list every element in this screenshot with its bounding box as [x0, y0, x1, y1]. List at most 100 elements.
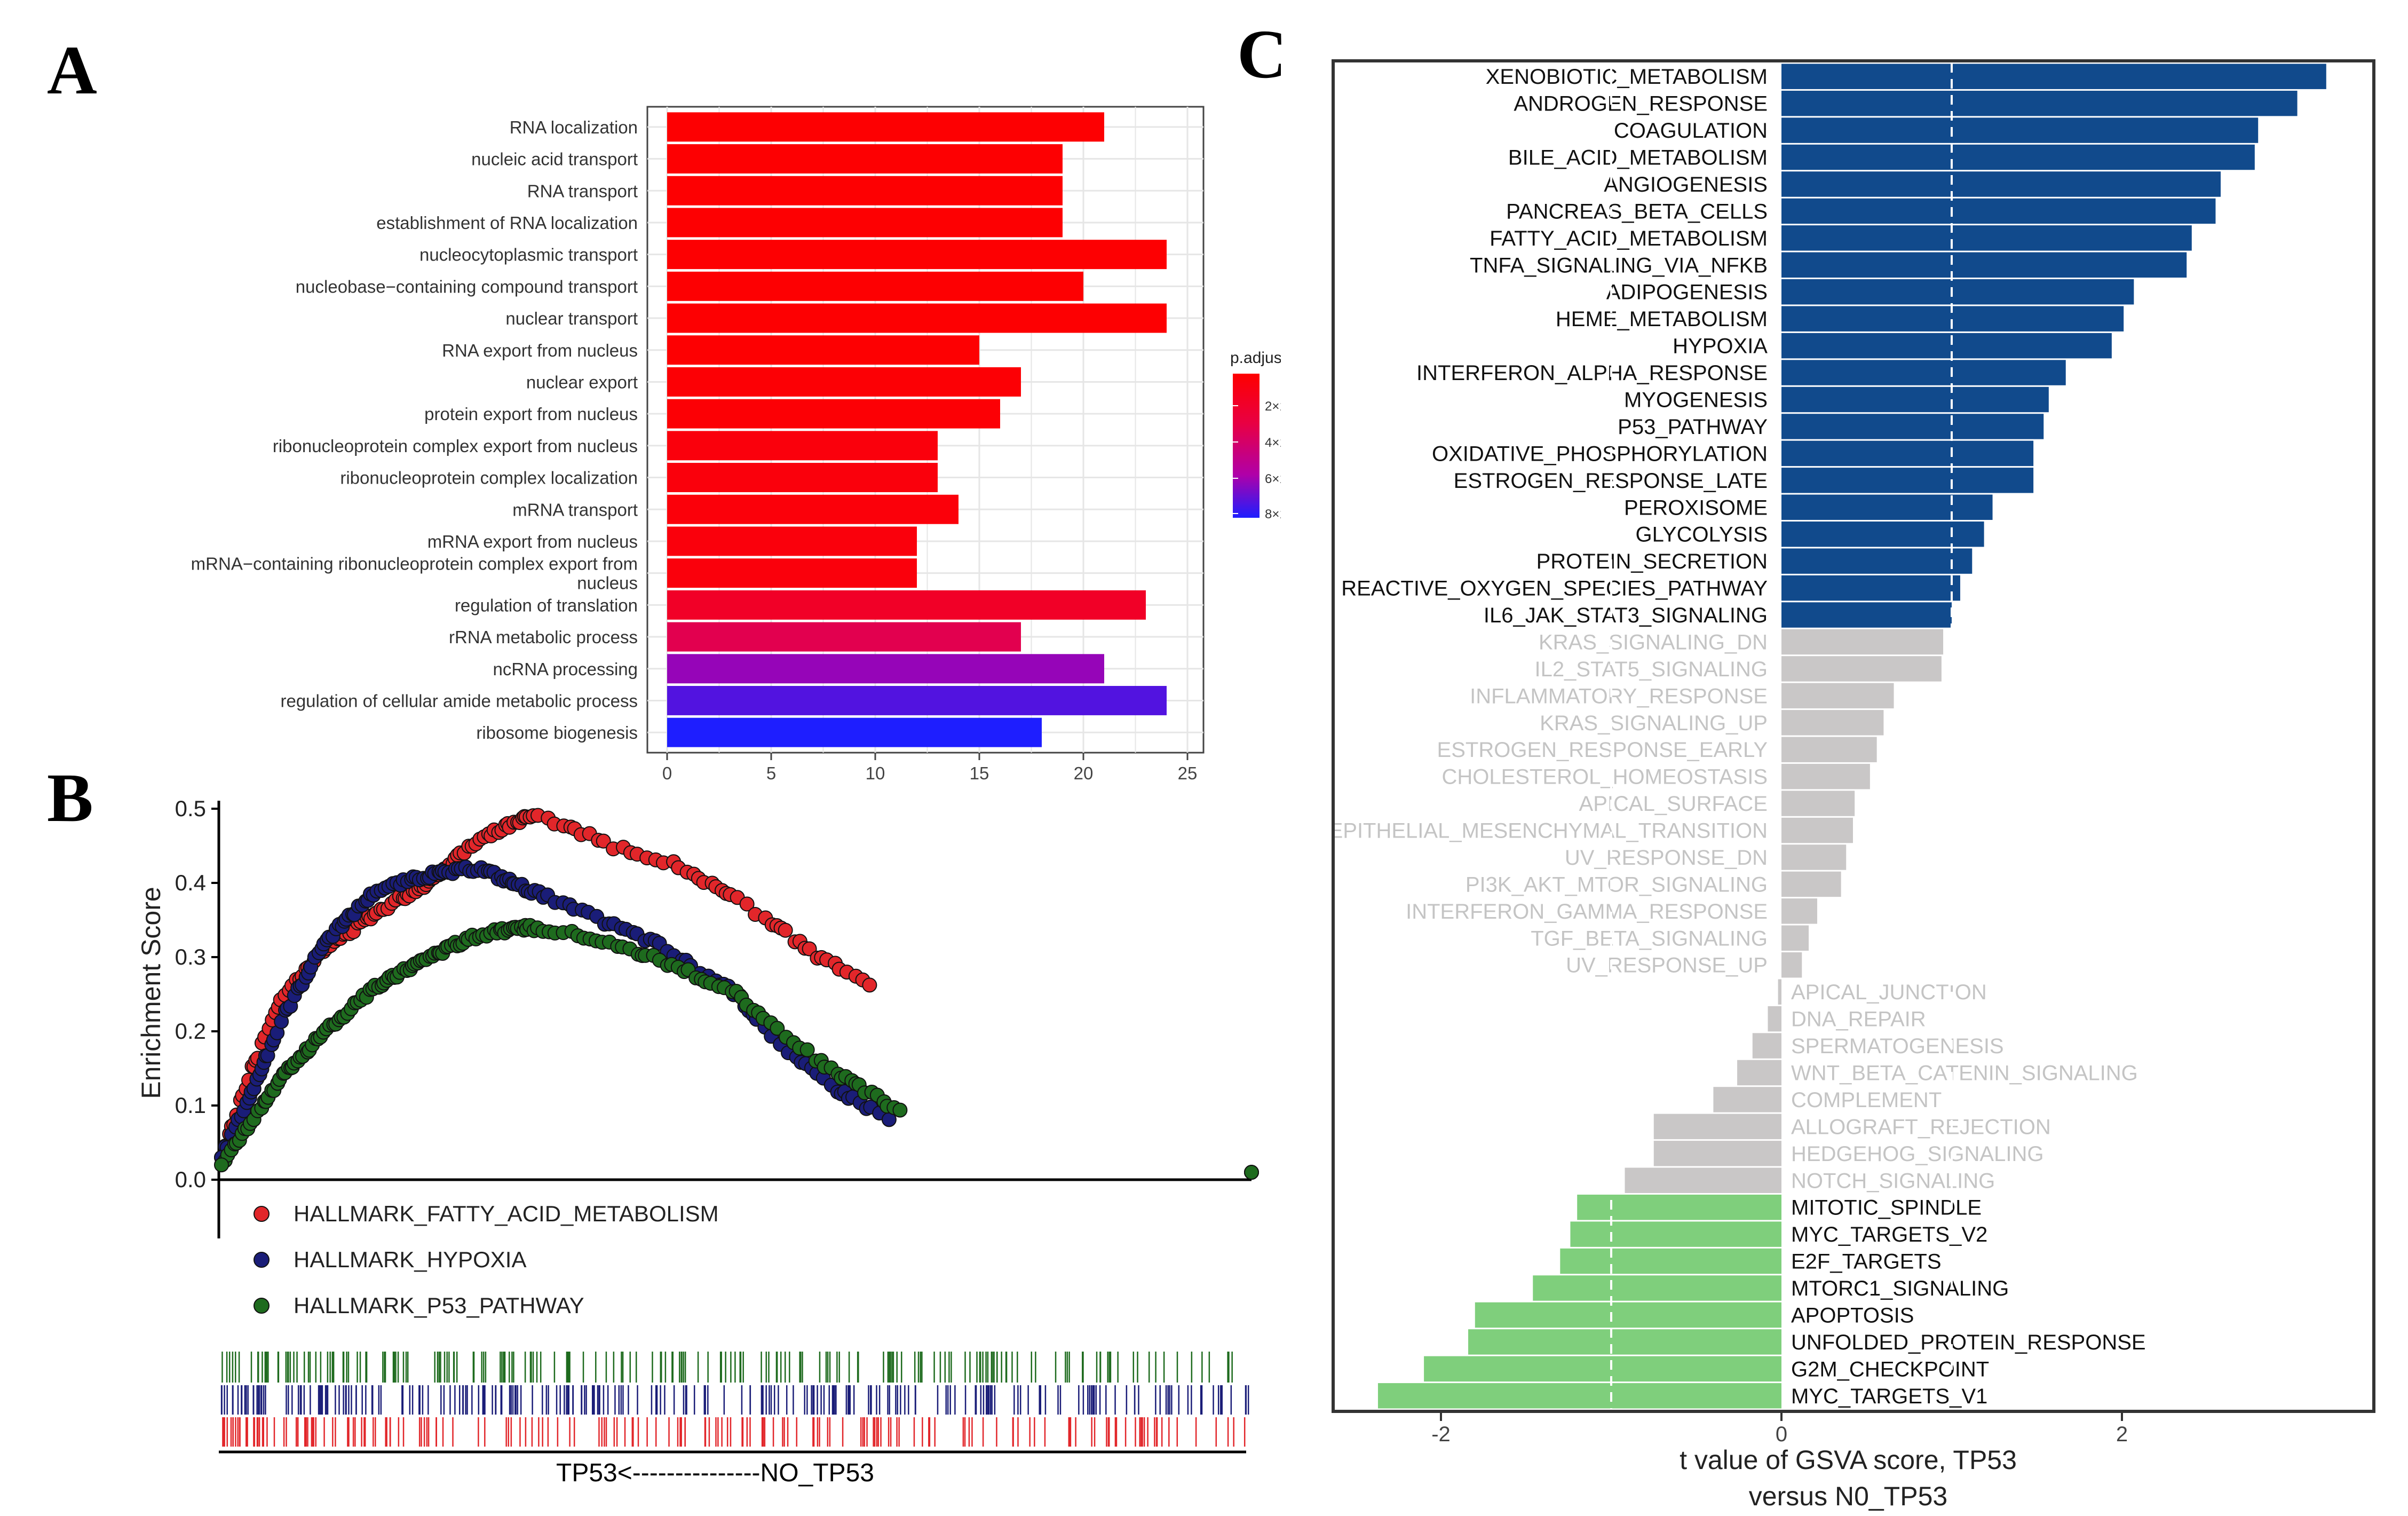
category-label: ncRNA processing — [493, 659, 638, 679]
bar — [1781, 90, 2298, 116]
bar — [667, 303, 1167, 333]
bar — [667, 208, 1063, 238]
category-label: MITOTIC_SPINDLE — [1791, 1196, 1982, 1220]
y-tick-label: 0.4 — [175, 870, 206, 895]
bar — [1625, 1167, 1781, 1193]
category-label: mRNA−containing ribonucleoprotein comple… — [191, 554, 638, 574]
y-tick-label: 0.3 — [175, 944, 206, 969]
legend-entry: HALLMARK_P53_PATHWAY — [294, 1293, 584, 1318]
panel-letter-c: C — [1237, 16, 1287, 93]
y-axis-label: Enrichment Score — [136, 887, 166, 1099]
bar — [667, 590, 1146, 620]
x-tick-label: 15 — [970, 763, 989, 783]
category-label: BILE_ACID_METABOLISM — [1508, 146, 1768, 170]
category-label: INFLAMMATORY_RESPONSE — [1470, 684, 1768, 708]
bar — [1781, 468, 2034, 493]
category-label: TGF_BETA_SIGNALING — [1531, 927, 1768, 950]
x-tick-label: 0 — [662, 763, 672, 783]
enrichment-point — [214, 1157, 229, 1173]
category-label: MYOGENESIS — [1624, 389, 1768, 412]
bar — [1781, 898, 1817, 924]
enrichment-point — [778, 922, 793, 938]
panel-b-legend: HALLMARK_FATTY_ACID_METABOLISM HALLMARK_H… — [254, 1201, 719, 1318]
category-label: ANDROGEN_RESPONSE — [1514, 92, 1768, 116]
category-label: IL2_STAT5_SIGNALING — [1535, 658, 1768, 681]
panel-b-chart: 0.5 0.4 0.3 0.2 0.1 0.0 Enrichment Score HALLM… — [136, 796, 1259, 1487]
category-label: XENOBIOTIC_METABOLISM — [1486, 65, 1768, 89]
category-label: RNA transport — [527, 181, 638, 201]
bar — [667, 399, 1000, 429]
category-label: DNA_REPAIR — [1791, 1008, 1926, 1031]
bar — [1781, 602, 1952, 628]
bar — [1781, 360, 2066, 385]
bar — [667, 240, 1167, 270]
category-label: OXIDATIVE_PHOSPHORYLATION — [1432, 442, 1768, 465]
bar — [1781, 494, 1993, 520]
bar — [1781, 844, 1847, 870]
category-label: E2F_TARGETS — [1791, 1250, 1942, 1274]
bar — [1570, 1221, 1781, 1247]
bar — [1768, 1006, 1781, 1032]
panel-a-chart: RNA localization nucleic acid transport RN… — [191, 106, 1306, 783]
bar — [1781, 198, 2216, 224]
bar — [1781, 521, 1984, 547]
enrichment-point — [1244, 1165, 1259, 1180]
category-label: APOPTOSIS — [1791, 1304, 1914, 1327]
category-label: nuclear transport — [505, 309, 638, 328]
x-tick-label: 5 — [766, 763, 776, 783]
bar — [667, 654, 1104, 684]
category-label: regulation of cellular amide metabolic p… — [280, 691, 638, 710]
category-label: KRAS_SIGNALING_DN — [1539, 630, 1768, 654]
bar — [1713, 1087, 1781, 1112]
bar — [1781, 171, 2221, 197]
panel-c-threshold-lines — [1610, 63, 1953, 1409]
category-label: REACTIVE_OXYGEN_SPECIES_PATHWAY — [1341, 577, 1768, 601]
y-tick-label: 0.5 — [175, 796, 206, 821]
category-label: EPITHELIAL_MESENCHYMAL_TRANSITION — [1329, 819, 1768, 843]
enrichment-point — [862, 977, 877, 993]
panel-c-x-label-line2: versus N0_TP53 — [1749, 1481, 1947, 1511]
category-label: ESTROGEN_RESPONSE_EARLY — [1437, 738, 1768, 762]
bar — [1781, 791, 1855, 816]
category-label: INTERFERON_ALPHA_RESPONSE — [1416, 361, 1768, 385]
category-label: MTORC1_SIGNALING — [1791, 1277, 2009, 1300]
category-label: mRNA transport — [512, 500, 638, 519]
category-label: MYC_TARGETS_V2 — [1791, 1223, 1987, 1246]
x-tick-label: 20 — [1074, 763, 1094, 783]
category-label: UV_RESPONSE_UP — [1566, 954, 1768, 977]
bar — [667, 717, 1042, 747]
panel-letter-b: B — [47, 760, 93, 836]
x-tick-label: 10 — [866, 763, 885, 783]
panel-a-bars — [667, 112, 1167, 747]
bar — [667, 367, 1021, 397]
bar — [1781, 333, 2112, 359]
y-tick-label: 0.1 — [175, 1093, 206, 1118]
bar — [667, 176, 1063, 206]
category-label: P53_PATHWAY — [1618, 415, 1768, 439]
bar — [1577, 1194, 1781, 1220]
bar — [1781, 440, 2034, 467]
category-label: KRAS_SIGNALING_UP — [1540, 712, 1768, 735]
legend-marker — [254, 1252, 270, 1268]
category-label: establishment of RNA localization — [376, 213, 638, 233]
category-label: mRNA export from nucleus — [427, 532, 638, 551]
bar — [1533, 1275, 1781, 1301]
category-label: SPERMATOGENESIS — [1791, 1035, 2004, 1058]
legend-colorbar — [1233, 374, 1260, 518]
panel-b-x-label: TP53<---------------NO_TP53 — [556, 1459, 874, 1487]
category-label: WNT_BETA_CATENIN_SIGNALING — [1791, 1062, 2138, 1085]
bar — [1653, 1141, 1781, 1166]
category-label: nuclear export — [526, 372, 638, 392]
category-label: PROTEIN_SECRETION — [1536, 550, 1768, 573]
x-tick-label: 0 — [1776, 1423, 1787, 1446]
x-tick-label: 25 — [1178, 763, 1198, 783]
bar — [1781, 656, 1942, 682]
category-label: nucleus — [577, 573, 638, 593]
bar — [1468, 1329, 1781, 1355]
bar — [1781, 252, 2187, 278]
category-label: nucleobase−containing compound transport — [296, 277, 638, 296]
enrichment-point — [799, 1042, 815, 1057]
category-label: RNA localization — [510, 117, 638, 137]
category-label: APICAL_JUNCTION — [1791, 981, 1987, 1004]
